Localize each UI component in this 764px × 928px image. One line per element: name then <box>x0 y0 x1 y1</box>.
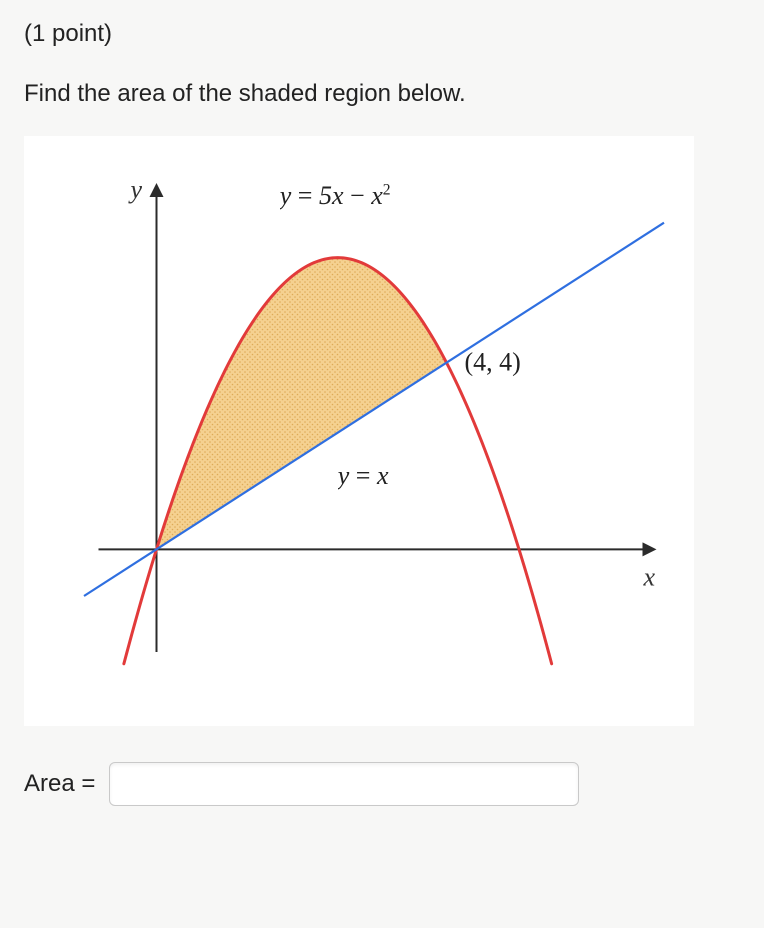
prompt-text: Find the area of the shaded region below… <box>24 80 740 108</box>
problem-container: (1 point) Find the area of the shaded re… <box>0 0 764 826</box>
line-label: y = x <box>338 461 458 501</box>
answer-input[interactable] <box>109 762 579 806</box>
answer-label: Area = <box>24 770 95 798</box>
parabola-label: y = 5x − x2 <box>280 181 540 221</box>
answer-row: Area = <box>24 762 740 806</box>
y-axis-label: y <box>128 175 143 204</box>
figure: y x y = 5x − x2 y = x (4, 4) <box>24 136 694 726</box>
shaded-region <box>157 258 447 550</box>
points-line: (1 point) <box>24 20 740 48</box>
intersection-label: (4, 4) <box>465 348 521 377</box>
x-axis-label: x <box>643 562 656 591</box>
figure-svg: y x y = 5x − x2 y = x (4, 4) <box>24 136 694 726</box>
